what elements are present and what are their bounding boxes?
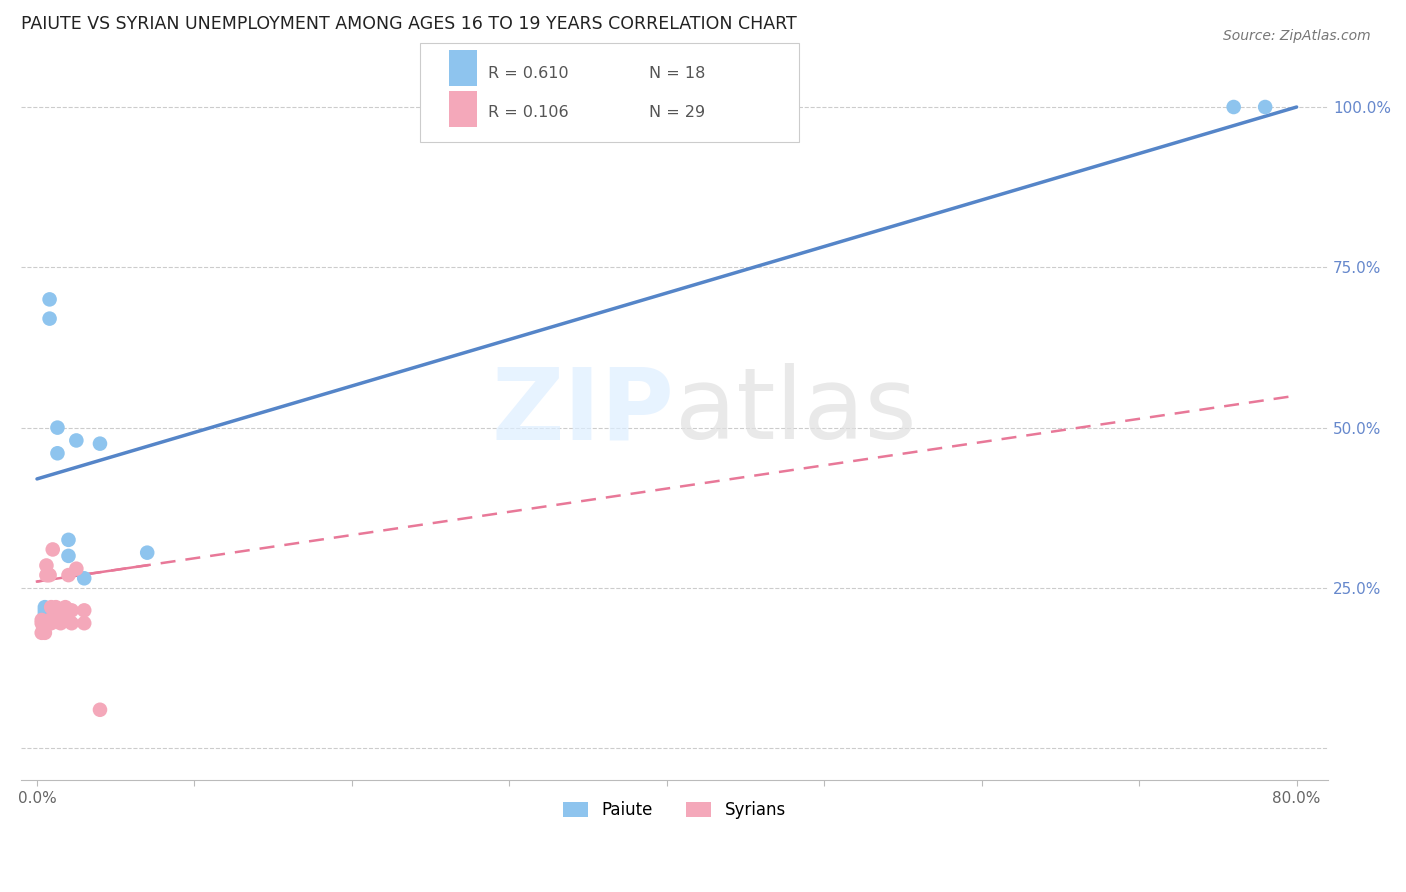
Point — [45, 613, 67, 627]
Point — [31, 613, 53, 627]
Point — [37, 568, 59, 582]
Point — [35, 568, 58, 582]
Point — [46, 446, 69, 460]
Point — [60, 603, 83, 617]
FancyBboxPatch shape — [449, 51, 478, 86]
Legend: Paiute, Syrians: Paiute, Syrians — [555, 793, 794, 827]
Point — [34, 625, 56, 640]
Point — [58, 533, 80, 547]
Point — [38, 293, 60, 307]
Text: PAIUTE VS SYRIAN UNEMPLOYMENT AMONG AGES 16 TO 19 YEARS CORRELATION CHART: PAIUTE VS SYRIAN UNEMPLOYMENT AMONG AGES… — [21, 15, 797, 33]
Point — [35, 558, 58, 573]
Point — [73, 571, 96, 585]
Text: R = 0.610: R = 0.610 — [488, 66, 568, 80]
Text: N = 18: N = 18 — [648, 66, 704, 80]
Point — [53, 613, 76, 627]
Point — [53, 600, 76, 615]
Point — [34, 616, 56, 631]
Point — [136, 546, 159, 560]
Point — [1254, 100, 1277, 114]
FancyBboxPatch shape — [420, 43, 799, 143]
Text: ZIP: ZIP — [492, 363, 675, 460]
Point — [73, 616, 96, 631]
Point — [1222, 100, 1244, 114]
Point — [49, 603, 72, 617]
Point — [65, 434, 87, 448]
Point — [31, 616, 53, 631]
Text: Source: ZipAtlas.com: Source: ZipAtlas.com — [1223, 29, 1371, 43]
Point — [49, 616, 72, 631]
Point — [38, 311, 60, 326]
Point — [38, 616, 60, 631]
Point — [73, 603, 96, 617]
Point — [31, 625, 53, 640]
Point — [38, 613, 60, 627]
Point — [34, 619, 56, 633]
Point — [42, 603, 65, 617]
Point — [39, 616, 62, 631]
Point — [58, 568, 80, 582]
Point — [38, 568, 60, 582]
Point — [32, 623, 55, 637]
Point — [34, 600, 56, 615]
Text: R = 0.106: R = 0.106 — [488, 104, 568, 120]
FancyBboxPatch shape — [449, 91, 478, 127]
Text: atlas: atlas — [675, 363, 917, 460]
Point — [42, 607, 65, 621]
Point — [34, 603, 56, 617]
Point — [65, 562, 87, 576]
Point — [58, 549, 80, 563]
Point — [45, 600, 67, 615]
Point — [60, 616, 83, 631]
Point — [46, 420, 69, 434]
Point — [34, 616, 56, 631]
Point — [39, 600, 62, 615]
Point — [89, 703, 111, 717]
Point — [42, 542, 65, 557]
Text: N = 29: N = 29 — [648, 104, 704, 120]
Point — [89, 436, 111, 450]
Point — [34, 607, 56, 621]
